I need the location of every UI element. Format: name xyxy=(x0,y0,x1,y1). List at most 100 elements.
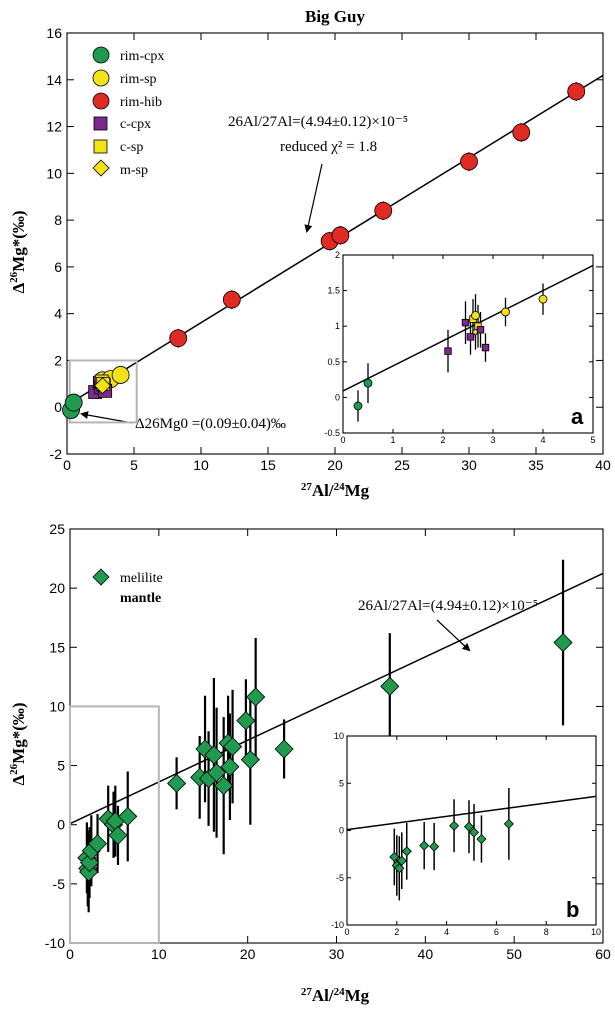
inset-a-x-tick-label: 4 xyxy=(540,435,545,445)
inset-a-point xyxy=(461,318,470,327)
data-point-melilite xyxy=(553,632,573,653)
panel-b-x-tick-label: 50 xyxy=(506,946,522,962)
data-point-melilite xyxy=(222,737,243,757)
inset-a-y-tick-label: 1 xyxy=(335,321,340,331)
legend-item-rim-sp: rim-sp xyxy=(92,69,157,87)
inset-b-y-tick-label: -10 xyxy=(331,920,344,930)
svg-text:m-sp: m-sp xyxy=(120,163,148,178)
data-point-m-sp xyxy=(93,377,112,395)
inset-a-point xyxy=(501,307,510,317)
inset-b-x-tick-label: 0 xyxy=(344,927,349,937)
inset-a-x-tick-label: 3 xyxy=(490,435,495,445)
inset-b-x-tick-label: 6 xyxy=(494,927,499,937)
svg-text:rim-sp: rim-sp xyxy=(120,72,157,87)
panel-a-slope-arrow xyxy=(304,163,323,233)
panel-b-x-tick-label: 20 xyxy=(240,946,256,962)
panel-a-y-tick-label: 12 xyxy=(46,119,62,135)
legend-item-c-sp: c-sp xyxy=(93,139,143,155)
panel-a-y-tick-label: 6 xyxy=(54,259,62,275)
svg-text:27Al/24Mg: 27Al/24Mg xyxy=(301,481,370,500)
inset-a-point xyxy=(538,294,548,304)
inset-b-point xyxy=(401,846,412,857)
data-point-melilite xyxy=(87,834,108,854)
inset-b-fit-line xyxy=(346,795,597,831)
legend-item-m-sp: m-sp xyxy=(92,159,148,178)
svg-text:Δ26Mg*(‰): Δ26Mg*(‰) xyxy=(8,702,28,785)
svg-text:rim-cpx: rim-cpx xyxy=(120,49,164,64)
data-point-rim-cpx xyxy=(64,393,83,412)
inset-b-y-tick-label: 10 xyxy=(334,731,344,741)
data-point-melilite xyxy=(236,711,256,731)
panel-b-x-tick-label: 0 xyxy=(66,946,74,962)
panel-a-x-tick-label: 0 xyxy=(63,457,71,473)
inset-a-letter: a xyxy=(571,404,584,429)
panel-b-y-tick-label: 0 xyxy=(57,817,65,833)
data-point-melilite xyxy=(380,676,400,696)
inset-a-point xyxy=(471,311,480,320)
data-point-melilite xyxy=(246,687,266,707)
panel-a-y-tick-label: -2 xyxy=(50,446,63,462)
panel-b-zoom-box xyxy=(69,705,160,945)
data-point-melilite xyxy=(220,757,240,777)
data-point-melilite xyxy=(207,763,227,783)
svg-text:c-sp: c-sp xyxy=(120,140,143,155)
panel-a-slope-annotation: 26Al/27Al=(4.94±0.12)×10⁻⁵ xyxy=(228,114,408,130)
panel-a-x-tick-label: 15 xyxy=(260,457,276,473)
inset-a-y-tick-label: 1.5 xyxy=(327,286,340,296)
inset-b-y-tick-label: -5 xyxy=(336,873,344,883)
panel-b-x-tick-label: 40 xyxy=(418,946,434,962)
panel-a-y-tick-label: 4 xyxy=(54,306,62,322)
legend-item-rim-hib: rim-hib xyxy=(92,92,162,110)
panel-a-y-tick-label: 16 xyxy=(46,25,62,41)
inset-a-point xyxy=(353,401,363,411)
panel-a-x-axis-label: 27Al/24Mg xyxy=(301,481,370,500)
inset-a-background xyxy=(343,255,593,433)
panel-b-y-tick-label: 15 xyxy=(49,639,65,655)
panel-a-intercept-annotation: Δ26Mg0 =(0.09±0.04)‰ xyxy=(135,416,286,432)
data-point-rim-hib xyxy=(567,82,586,101)
inset-b-point xyxy=(429,841,440,852)
panel-a-legend: rim-cpx rim-sp rim-hib c-cpx c-sp m-sp xyxy=(92,46,164,178)
svg-text:Δ26Mg*(‰): Δ26Mg*(‰) xyxy=(8,210,28,293)
inset-a-x-tick-label: 5 xyxy=(590,435,595,445)
inset-a-fit-line xyxy=(342,264,594,392)
panel-b-x-tick-label: 30 xyxy=(329,946,345,962)
inset-a-y-tick-label: 2 xyxy=(335,250,340,260)
data-point-rim-hib xyxy=(512,123,531,142)
inset-a-x-tick-label: 0 xyxy=(340,435,345,445)
legend-label-melilite: melilite xyxy=(120,571,163,586)
inset-b-point xyxy=(463,821,475,832)
panel-a-x-tick-label: 40 xyxy=(595,457,611,473)
inset-a-y-tick-label: -0.5 xyxy=(324,428,340,438)
inset-b-y-tick-label: 0 xyxy=(339,826,344,836)
data-point-rim-hib xyxy=(374,201,393,220)
inset-a-x-tick-label: 1 xyxy=(390,435,395,445)
inset-a-y-tick-label: 0 xyxy=(335,392,340,402)
panel-a-y-tick-label: 14 xyxy=(46,72,62,88)
panel-b-y-tick-label: 10 xyxy=(49,698,65,714)
inset-a-point xyxy=(481,343,490,352)
inset-a-x-tick-label: 2 xyxy=(440,435,445,445)
inset-b-point xyxy=(503,818,514,829)
inset-b-letter: b xyxy=(566,897,579,922)
inset-b-x-tick-label: 10 xyxy=(591,927,601,937)
panel-a-y-tick-label: 2 xyxy=(54,352,62,368)
data-point-melilite xyxy=(214,776,234,796)
inset-b-point xyxy=(476,833,487,845)
panel-b-legend: melilite mantle xyxy=(92,568,163,606)
data-point-rim-hib xyxy=(460,152,478,171)
panel-a-zoom-box xyxy=(68,359,138,424)
panel-b-y-tick-label: 5 xyxy=(57,758,65,774)
panel-b-slope-arrow xyxy=(436,619,471,652)
data-point-melilite xyxy=(167,773,187,793)
panel-b-slope-annotation: 26Al/27Al=(4.94±0.12)×10⁻⁵ xyxy=(358,598,538,614)
inset-b-x-tick-label: 8 xyxy=(544,927,549,937)
inset-b-point xyxy=(394,863,405,874)
inset-a-point xyxy=(444,347,452,355)
data-point-melilite xyxy=(108,825,128,845)
panel-a-y-tick-label: 8 xyxy=(54,212,62,228)
panel-b-y-axis-label: Δ26Mg*(‰) xyxy=(8,702,28,785)
panel-a-y-tick-label: 0 xyxy=(54,399,62,415)
panel-a-x-tick-label: 35 xyxy=(528,457,544,473)
panel-b-y-tick-label: -5 xyxy=(53,876,66,892)
